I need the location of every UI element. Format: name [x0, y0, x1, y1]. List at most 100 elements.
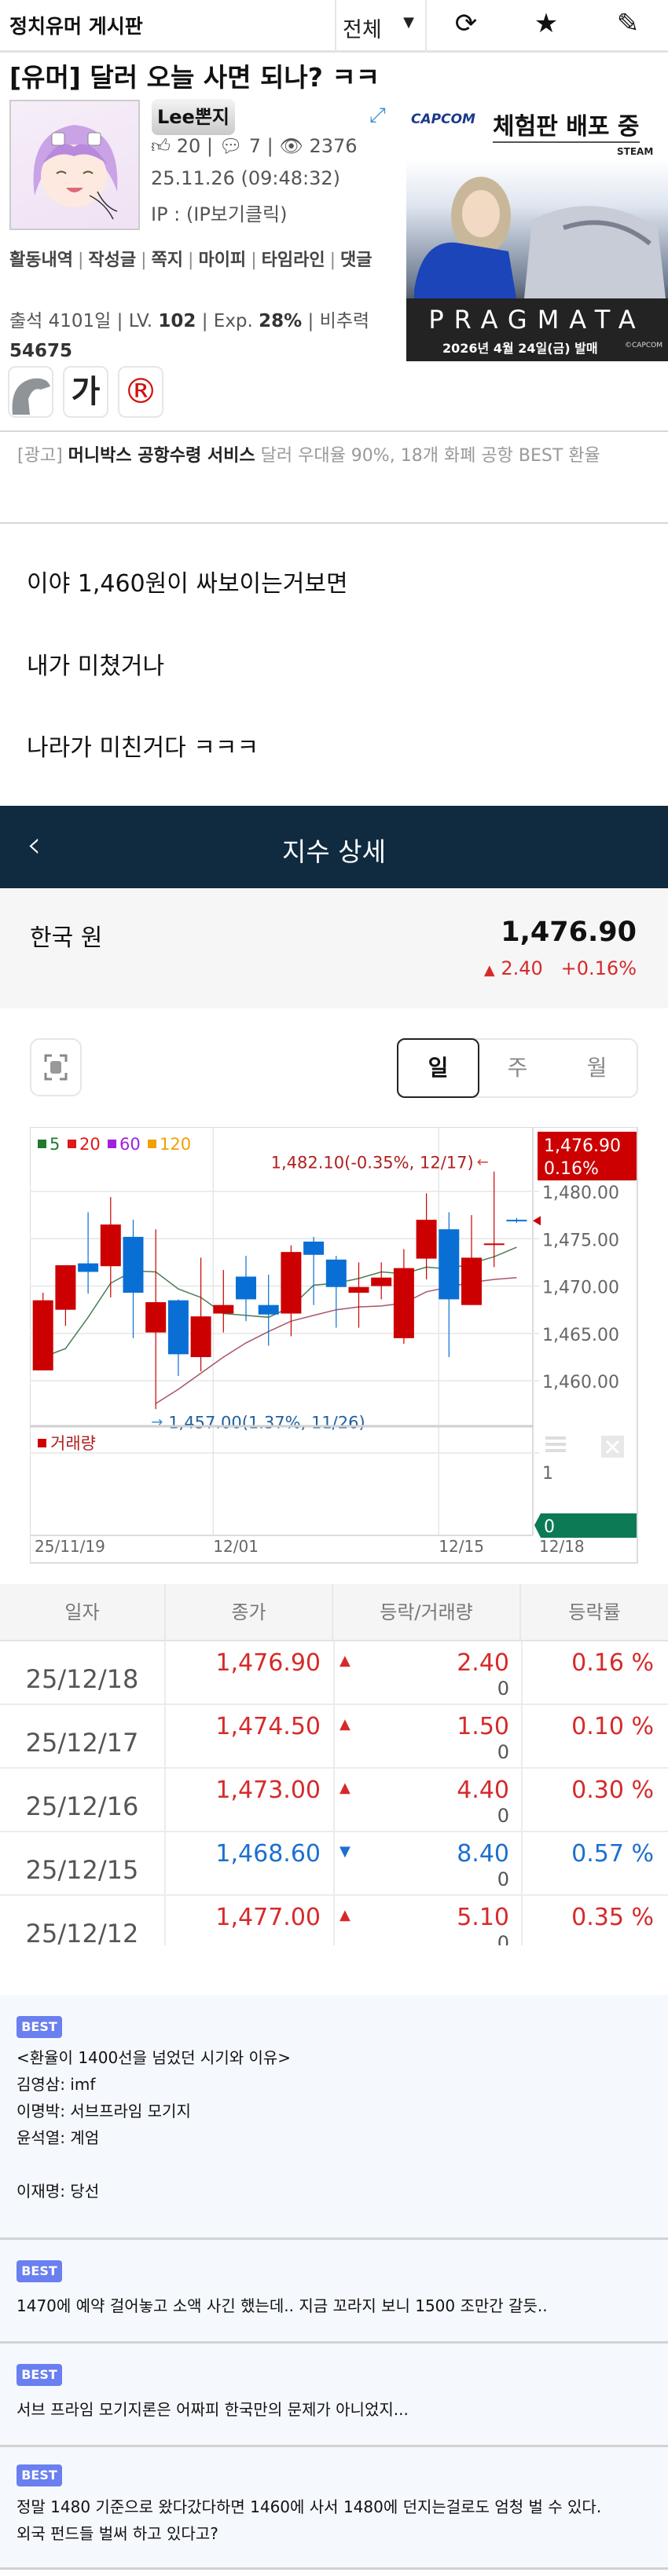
post-body-line: 나라가 미친거다 ㅋㅋㅋ [27, 734, 259, 762]
link-message[interactable]: 쪽지 [151, 251, 184, 270]
author-nickname[interactable]: Lee뽄지 [152, 99, 235, 135]
low-annotation: 1,457.00(1.37%, 11/26) [168, 1413, 365, 1432]
thumbs-up-icon: 👍︎ [151, 135, 171, 157]
panel-close-icon[interactable] [601, 1436, 624, 1458]
candle-body [100, 1224, 121, 1267]
volume-legend: 거래량 [50, 1434, 96, 1453]
arrow-right-icon: → [151, 1414, 163, 1430]
screen-title: 지수 상세 [282, 836, 386, 867]
power-label: 비추력 [319, 311, 370, 331]
candle-body [325, 1259, 347, 1287]
row-close: 1,477.00 [215, 1904, 321, 1931]
high-annotation: 1,482.10(-0.35%, 12/17) [271, 1154, 474, 1173]
candle-body [78, 1263, 99, 1272]
x-tick-label: 25/11/19 [35, 1537, 105, 1556]
comment-line: 윤석열: 계엄 [17, 2128, 100, 2147]
post-title: [유머] 달러 오늘 사면 되나? ㅋㅋ [9, 62, 380, 93]
last-pct-label: 0.16% [544, 1159, 599, 1179]
dolphin-icon[interactable] [8, 366, 53, 418]
author-level-info: 출석 4101일 | LV. 102 | Exp. 28% | 비추력 54675 [9, 311, 370, 361]
best-badge: BEST [17, 2016, 62, 2038]
tab-month[interactable]: 월 [586, 1055, 607, 1081]
caret-down-icon: ▼ [403, 14, 414, 31]
back-chevron-icon[interactable]: ‹ [27, 823, 42, 865]
comment-line: 이명박: 서브프라임 모기지 [17, 2102, 191, 2120]
comment-line: 정말 1480 기준으로 왔다갔다하면 1460에 사서 1480에 던지는걸로… [17, 2497, 602, 2516]
candle [167, 1299, 189, 1377]
star-icon[interactable]: ★ [534, 8, 559, 39]
best-comment[interactable]: BEST <환율이 1400선을 넘었던 시기와 이유> 김영삼: imf 이명박: … [0, 1995, 668, 2240]
candle [303, 1236, 325, 1305]
up-triangle-icon: ▲ [340, 1716, 351, 1733]
refresh-icon[interactable]: ⟳ [454, 8, 478, 39]
row-date: 25/12/17 [0, 1705, 166, 1769]
y-tick-label: 1,460.00 [542, 1373, 619, 1392]
period-tabs: 일 주 월 [397, 1038, 638, 1098]
link-comments[interactable]: 댓글 [340, 251, 373, 270]
fullscreen-button[interactable] [30, 1038, 82, 1096]
arrow-left-icon: ← [477, 1154, 489, 1171]
candle [439, 1212, 460, 1357]
level-label: LV. [128, 311, 153, 331]
row-date: 25/12/12 [0, 1896, 166, 1959]
comments-count: 7 [248, 135, 262, 157]
currency-name: 한국 원 [30, 924, 103, 952]
comment-line: 외국 펀드들 벌써 하고 있다고? [17, 2524, 218, 2543]
expand-icon[interactable]: ⤢ [369, 104, 386, 127]
link-activity[interactable]: 활동내역 [9, 251, 73, 270]
chart-frame [30, 1127, 638, 1564]
badge-ga[interactable]: 가 [63, 366, 108, 418]
volume-last-box [534, 1513, 637, 1538]
row-volume: 0 [497, 1868, 509, 1890]
panel-menu-icon[interactable] [545, 1436, 566, 1452]
row-change: 2.40 [457, 1649, 509, 1677]
text-ad[interactable]: [광고] 머니박스 공항수령 서비스 달러 우대율 90%, 18개 화폐 공항… [17, 441, 646, 471]
ma5-line [42, 1246, 517, 1358]
up-triangle-icon: ▲ [340, 1652, 351, 1669]
row-change: 8.40 [457, 1840, 509, 1868]
row-change: 4.40 [457, 1776, 509, 1804]
legend-label: 120 [160, 1135, 191, 1154]
best-comment[interactable]: BEST 서브 프라임 모기지론은 어짜피 한국만의 문제가 아니었지... [0, 2344, 668, 2447]
divider [0, 430, 668, 432]
board-title[interactable]: 정치유머 게시판 [9, 15, 143, 38]
exp-value: 28% [259, 311, 303, 331]
ad-headline: 체험판 배포 중 [493, 107, 640, 143]
candle [32, 1292, 53, 1370]
link-timeline[interactable]: 타임라인 [261, 251, 325, 270]
post-stats: 👍︎ 20 | 💬︎ 7 | 👁︎ 2376 [151, 135, 358, 157]
link-mypi[interactable]: 마이피 [198, 251, 247, 270]
best-comment[interactable]: BEST 1470에 예약 걸어놓고 소액 사긴 했는데.. 지금 꼬라지 보니 … [0, 2240, 668, 2344]
col-header-date: 일자 [0, 1584, 166, 1641]
candle-body [416, 1220, 437, 1259]
row-date: 25/12/16 [0, 1769, 166, 1832]
best-comment[interactable]: BEST 정말 1480 기준으로 왔다갔다하면 1460에 사서 1480에 던… [0, 2447, 668, 2570]
pencil-icon[interactable]: ✎ [616, 8, 640, 39]
current-price: 1,476.90 [501, 917, 637, 948]
row-change: 1.50 [457, 1713, 509, 1740]
col-header-close: 종가 [166, 1584, 333, 1641]
ad-prefix: [광고] [17, 446, 63, 466]
tab-day[interactable]: 일 [397, 1038, 479, 1098]
tab-week[interactable]: 주 [507, 1055, 528, 1081]
candle [213, 1270, 234, 1333]
change-value: 2.40 [501, 957, 543, 979]
filter-select[interactable]: 전체 ▼ [335, 0, 427, 53]
legend-swatch [38, 1140, 46, 1148]
candle-body [55, 1265, 76, 1310]
down-triangle-icon: ▼ [340, 1843, 351, 1860]
last-price-label: 1,476.90 [544, 1136, 621, 1156]
row-volume: 0 [497, 1741, 509, 1763]
ip-link[interactable]: IP : (IP보기클릭) [151, 203, 288, 225]
up-triangle-icon: ▲ [483, 962, 495, 979]
table-row: 25/12/18 1,476.90 ▲ 2.40 0 0.16 % [0, 1641, 668, 1705]
avatar[interactable] [9, 100, 140, 230]
candle [416, 1193, 437, 1280]
candle [78, 1212, 99, 1294]
registered-icon[interactable]: ® [118, 366, 163, 418]
candlestick-chart[interactable]: 1,460.00 1,465.00 1,470.00 1,475.00 1,480.00… [30, 1127, 638, 1564]
banner-ad[interactable]: CAPCOM 체험판 배포 중 STEAM PRAGMATA 2026년 4월 … [406, 102, 668, 361]
link-posts[interactable]: 작성글 [88, 251, 137, 270]
row-change-rate: 0.30 % [571, 1776, 654, 1804]
price-change: ▲ 2.40 +0.16% [484, 957, 637, 979]
